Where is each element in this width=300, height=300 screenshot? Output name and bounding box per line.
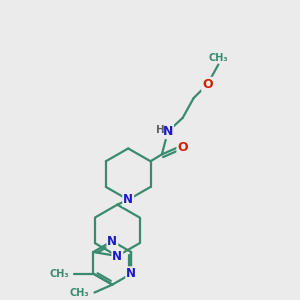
Text: CH₃: CH₃ <box>208 52 228 63</box>
Text: O: O <box>177 141 188 154</box>
Text: N: N <box>123 193 133 206</box>
Text: N: N <box>112 250 122 262</box>
Text: CH₃: CH₃ <box>49 269 69 279</box>
Text: N: N <box>126 267 136 280</box>
Text: H: H <box>155 125 164 135</box>
Text: CH₃: CH₃ <box>70 287 90 298</box>
Text: N: N <box>107 235 117 248</box>
Text: N: N <box>163 125 173 138</box>
Text: O: O <box>202 78 213 91</box>
